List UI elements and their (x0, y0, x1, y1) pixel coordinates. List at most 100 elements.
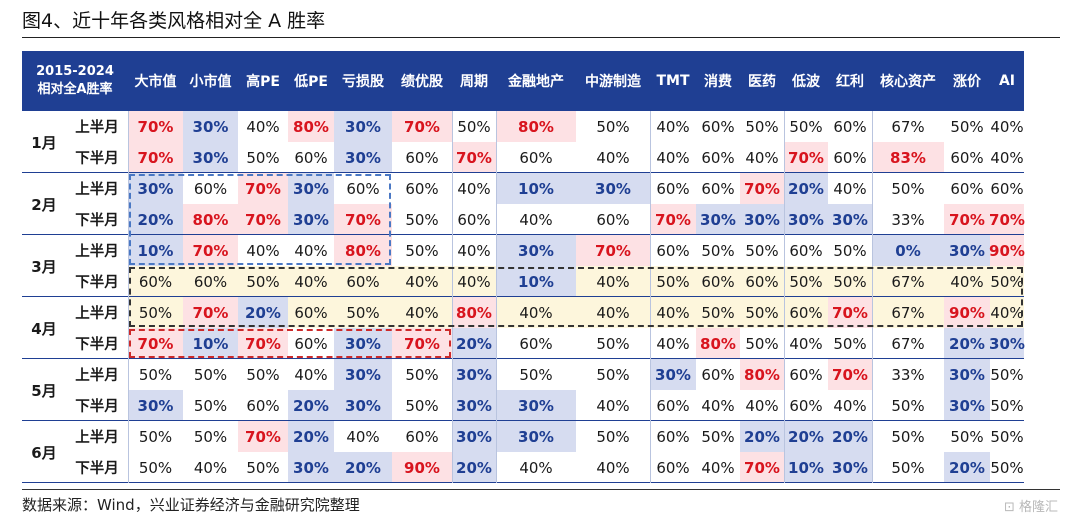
value-cell: 60% (193, 179, 228, 198)
value-cell: 50% (950, 427, 984, 446)
value-cell: 50% (789, 272, 823, 291)
watermark-icon: ⊡ (1003, 500, 1015, 515)
value-cell: 60% (405, 179, 439, 198)
value-cell: 40% (246, 117, 280, 136)
source-divider (22, 489, 1060, 490)
value-cell: 70% (944, 204, 990, 235)
value-cell: 30% (183, 142, 238, 173)
value-cell: 70% (576, 235, 650, 266)
value-cell: 70% (238, 328, 288, 359)
column-header: 中游制造 (576, 51, 650, 111)
value-cell: 10% (183, 328, 238, 359)
value-cell: 50% (833, 272, 867, 291)
page-title: 图4、近十年各类风格相对全 A 胜率 (22, 10, 326, 32)
column-header: 小市值 (183, 51, 238, 111)
value-cell: 30% (128, 390, 183, 421)
source-note: 数据来源：Wind，兴业证券经济与金融研究院整理 (22, 496, 360, 514)
month-label: 2月 (31, 195, 57, 214)
value-cell: 50% (701, 427, 735, 446)
value-cell: 50% (990, 365, 1024, 384)
value-cell: 60% (346, 179, 380, 198)
highlight-band (128, 266, 1024, 297)
month-label: 6月 (31, 443, 57, 462)
value-cell: 40% (457, 179, 491, 198)
value-cell: 60% (346, 272, 380, 291)
value-cell: 30% (334, 359, 392, 390)
value-cell: 80% (452, 297, 496, 328)
value-cell: 20% (944, 452, 990, 483)
value-cell: 50% (519, 365, 553, 384)
month-separator (22, 172, 1024, 173)
value-cell: 20% (128, 204, 183, 235)
value-cell: 50% (405, 210, 439, 229)
value-cell: 80% (496, 111, 576, 142)
value-cell: 50% (891, 458, 925, 477)
value-cell: 40% (656, 148, 690, 167)
value-cell: 60% (656, 179, 690, 198)
value-cell: 40% (656, 117, 690, 136)
half-month-label: 上半月 (75, 430, 119, 446)
value-cell: 30% (496, 421, 576, 452)
red-dashed-box (129, 329, 451, 358)
dark-dashed-box (129, 267, 1023, 327)
value-cell: 30% (288, 452, 334, 483)
blue-dashed-box (129, 174, 391, 265)
value-cell: 50% (891, 179, 925, 198)
value-cell: 60% (833, 117, 867, 136)
value-cell: 20% (944, 328, 990, 359)
value-cell: 50% (457, 117, 491, 136)
value-cell: 60% (519, 334, 553, 353)
value-cell: 30% (128, 173, 183, 204)
value-cell: 40% (596, 458, 630, 477)
value-cell: 10% (128, 235, 183, 266)
value-cell: 10% (496, 266, 576, 297)
value-cell: 0% (872, 235, 944, 266)
value-cell: 50% (138, 427, 173, 446)
column-header: 涨价 (944, 51, 990, 111)
value-cell: 70% (238, 204, 288, 235)
value-cell: 10% (496, 173, 576, 204)
value-cell: 50% (405, 396, 439, 415)
value-cell: 30% (452, 421, 496, 452)
value-cell: 70% (392, 111, 452, 142)
value-cell: 40% (519, 210, 553, 229)
value-cell: 20% (740, 421, 784, 452)
value-cell: 50% (596, 427, 630, 446)
value-cell: 40% (990, 303, 1024, 322)
column-header: 红利 (828, 51, 872, 111)
column-header: 消费 (696, 51, 740, 111)
value-cell: 50% (346, 303, 380, 322)
value-cell: 70% (128, 111, 183, 142)
value-cell: 50% (990, 427, 1024, 446)
value-cell: 80% (740, 359, 784, 390)
value-cell: 40% (701, 458, 735, 477)
value-cell: 70% (650, 204, 696, 235)
value-cell: 30% (496, 235, 576, 266)
value-cell: 40% (457, 272, 491, 291)
column-header: 周期 (452, 51, 496, 111)
column-separator (784, 111, 785, 483)
win-rate-table: 2015-2024 相对全A胜率 大市值 小市值 高PE 低PE 亏损股 绩优股 周期 金融地产中… (22, 51, 1060, 483)
value-cell: 20% (452, 452, 496, 483)
value-cell: 60% (457, 210, 491, 229)
watermark-logo: ⊡ 格隆汇 (1004, 496, 1058, 515)
value-cell: 60% (950, 179, 984, 198)
value-cell: 40% (745, 148, 779, 167)
column-header: AI (990, 51, 1024, 111)
column-header: 核心资产 (872, 51, 944, 111)
value-cell: 40% (294, 365, 328, 384)
value-cell: 40% (519, 458, 553, 477)
value-cell: 40% (193, 458, 228, 477)
value-cell: 60% (294, 334, 328, 353)
value-cell: 40% (950, 272, 984, 291)
value-cell: 50% (596, 365, 630, 384)
month-separator (22, 358, 1024, 359)
value-cell: 67% (891, 334, 925, 353)
value-cell: 70% (740, 173, 784, 204)
value-cell: 60% (789, 396, 823, 415)
value-cell: 30% (989, 328, 1025, 359)
value-cell: 70% (392, 328, 452, 359)
value-cell: 60% (701, 365, 735, 384)
value-cell: 40% (405, 303, 439, 322)
value-cell: 40% (990, 148, 1024, 167)
